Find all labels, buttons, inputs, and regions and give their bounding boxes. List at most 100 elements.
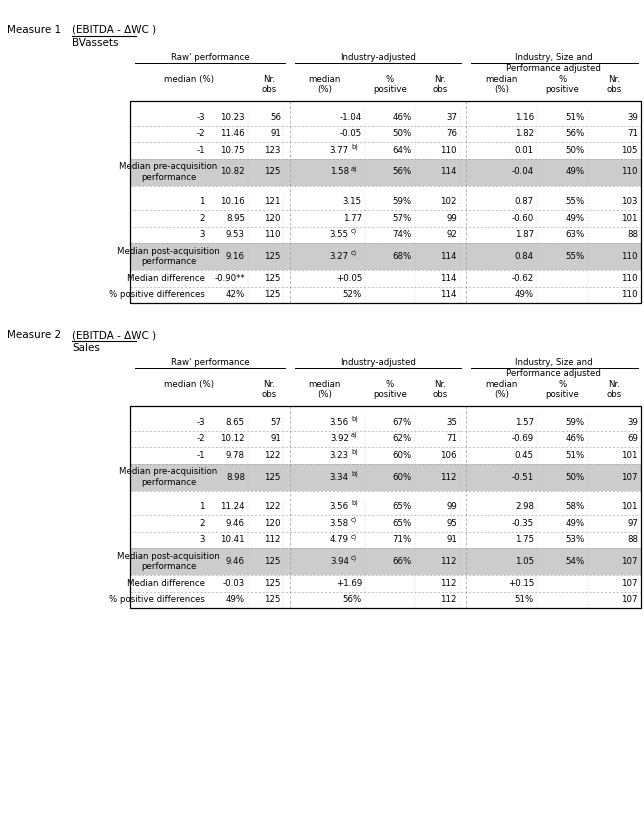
Text: b): b) (351, 144, 358, 150)
Text: 49%: 49% (566, 214, 585, 223)
Text: 11.24: 11.24 (220, 502, 245, 511)
Bar (130, 406, 641, 608)
Text: 59%: 59% (566, 418, 585, 427)
Text: 112: 112 (440, 557, 457, 566)
Text: b): b) (351, 470, 358, 477)
Text: Industry-adjusted: Industry-adjusted (340, 358, 416, 367)
Bar (130, 142, 641, 159)
Text: 1.05: 1.05 (515, 557, 534, 566)
Text: 92: 92 (446, 230, 457, 240)
Text: 64%: 64% (393, 145, 412, 154)
Text: c): c) (351, 533, 357, 539)
Text: 56%: 56% (343, 596, 362, 605)
Text: 91: 91 (446, 535, 457, 544)
Text: Median difference: Median difference (127, 579, 205, 588)
Text: a): a) (351, 165, 357, 172)
Text: % positive differences: % positive differences (109, 596, 205, 605)
Text: 9.53: 9.53 (226, 230, 245, 240)
Text: 8.98: 8.98 (226, 472, 245, 482)
Text: 10.23: 10.23 (220, 113, 245, 121)
Text: b): b) (351, 500, 358, 506)
Bar (130, 548, 641, 575)
Text: -1: -1 (196, 145, 205, 154)
Text: -1.04: -1.04 (340, 113, 362, 121)
Text: 112: 112 (440, 596, 457, 605)
Text: 3.77: 3.77 (330, 145, 349, 154)
Text: 1.58: 1.58 (330, 168, 349, 177)
Bar (130, 193, 641, 210)
Text: 55%: 55% (565, 197, 585, 206)
Text: 107: 107 (621, 596, 638, 605)
Text: median
(%): median (%) (308, 75, 341, 94)
Text: 2: 2 (200, 519, 205, 528)
Text: Industry, Size and
Performance adjusted: Industry, Size and Performance adjusted (506, 53, 601, 73)
Text: 99: 99 (446, 502, 457, 511)
Text: c): c) (351, 249, 357, 256)
Text: 8.95: 8.95 (226, 214, 245, 223)
Text: 101: 101 (621, 451, 638, 460)
Text: Median post-acquisition
performance: Median post-acquisition performance (117, 247, 220, 266)
Text: 10.16: 10.16 (220, 197, 245, 206)
Text: 60%: 60% (393, 451, 412, 460)
Bar (130, 499, 641, 515)
Bar (130, 591, 641, 608)
Text: Median difference: Median difference (127, 273, 205, 282)
Text: 9.78: 9.78 (226, 451, 245, 460)
Text: 125: 125 (265, 273, 281, 282)
Text: +1.69: +1.69 (336, 579, 362, 588)
Text: 0.87: 0.87 (515, 197, 534, 206)
Text: 59%: 59% (393, 197, 412, 206)
Text: %
positive: % positive (545, 75, 580, 94)
Text: median
(%): median (%) (486, 380, 518, 400)
Text: Raw' performance: Raw' performance (171, 53, 249, 62)
Text: -3: -3 (196, 113, 205, 121)
Text: 55%: 55% (565, 252, 585, 261)
Bar (130, 414, 641, 430)
Text: 110: 110 (621, 273, 638, 282)
Text: 107: 107 (621, 472, 638, 482)
Text: 110: 110 (265, 230, 281, 240)
Text: 88: 88 (627, 535, 638, 544)
Text: Nr.
obs: Nr. obs (261, 380, 277, 400)
Text: 50%: 50% (565, 472, 585, 482)
Text: 46%: 46% (393, 113, 412, 121)
Bar (130, 109, 641, 126)
Text: %
positive: % positive (545, 380, 580, 400)
Text: 0.45: 0.45 (515, 451, 534, 460)
Text: Sales: Sales (72, 343, 100, 353)
Text: 2: 2 (200, 214, 205, 223)
Text: 123: 123 (265, 145, 281, 154)
Text: 125: 125 (265, 596, 281, 605)
Text: 110: 110 (621, 168, 638, 177)
Text: 125: 125 (265, 472, 281, 482)
Text: Industry, Size and
Performance adjusted: Industry, Size and Performance adjusted (506, 358, 601, 377)
Text: 112: 112 (265, 535, 281, 544)
Text: 71: 71 (446, 434, 457, 444)
Bar (130, 159, 641, 186)
Text: 71%: 71% (393, 535, 412, 544)
Text: Median pre-acquisition
performance: Median pre-acquisition performance (119, 468, 218, 487)
Bar (130, 430, 641, 447)
Text: 106: 106 (440, 451, 457, 460)
Bar (130, 270, 641, 287)
Text: -2: -2 (196, 129, 205, 138)
Text: 3.56: 3.56 (330, 418, 349, 427)
Text: 2.98: 2.98 (515, 502, 534, 511)
Text: 37: 37 (446, 113, 457, 121)
Text: median (%): median (%) (164, 380, 214, 389)
Text: 3: 3 (200, 230, 205, 240)
Bar (130, 101, 641, 303)
Text: 121: 121 (265, 197, 281, 206)
Text: 125: 125 (265, 168, 281, 177)
Text: 49%: 49% (566, 168, 585, 177)
Text: 1.87: 1.87 (515, 230, 534, 240)
Text: 56%: 56% (565, 129, 585, 138)
Text: 125: 125 (265, 252, 281, 261)
Text: +0.15: +0.15 (507, 579, 534, 588)
Text: 3.58: 3.58 (330, 519, 349, 528)
Text: 110: 110 (621, 290, 638, 299)
Text: 110: 110 (440, 145, 457, 154)
Text: -0.03: -0.03 (223, 579, 245, 588)
Text: 49%: 49% (566, 519, 585, 528)
Text: 56%: 56% (393, 168, 412, 177)
